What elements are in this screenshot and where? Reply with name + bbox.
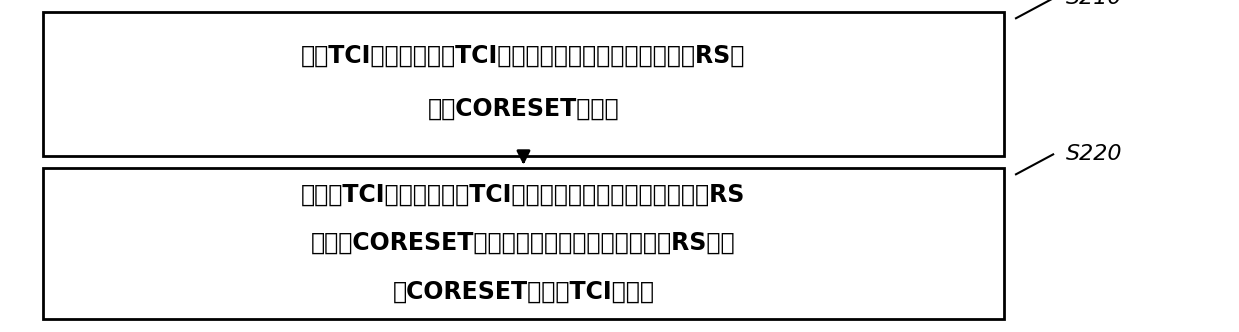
Text: 类型或CORESET的标识，建立链路类型、信道、RS类型: 类型或CORESET的标识，建立链路类型、信道、RS类型 [311,231,736,255]
FancyBboxPatch shape [43,12,1004,156]
Text: 或CORESET对应的TCI状态表: 或CORESET对应的TCI状态表 [393,279,654,303]
Text: 接收TCI状态表以及该TCI状态表对应的链路类型、信道、RS类: 接收TCI状态表以及该TCI状态表对应的链路类型、信道、RS类 [301,43,746,68]
Text: S210: S210 [1066,0,1123,8]
Text: 根据该TCI状态表以及该TCI状态表对应的链路类型、信道、RS: 根据该TCI状态表以及该TCI状态表对应的链路类型、信道、RS [301,183,746,207]
Text: 型或CORESET的标识: 型或CORESET的标识 [427,97,620,121]
FancyBboxPatch shape [43,168,1004,319]
Text: S220: S220 [1066,144,1123,164]
